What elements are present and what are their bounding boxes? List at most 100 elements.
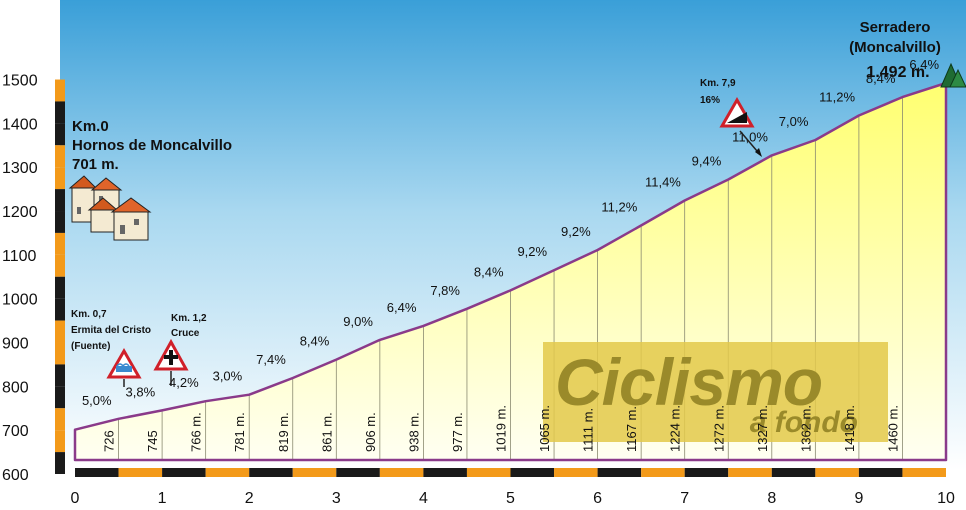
x-tick-label: 5 bbox=[506, 490, 515, 507]
y-axis-segment bbox=[55, 320, 65, 343]
fuente-note-label: (Fuente) bbox=[71, 341, 110, 352]
x-axis-bar bbox=[75, 468, 946, 477]
profile-line bbox=[73, 81, 948, 462]
x-axis-segment bbox=[815, 468, 859, 477]
y-axis-segment bbox=[55, 408, 65, 431]
x-axis-segment bbox=[902, 468, 946, 477]
y-tick-label: 1000 bbox=[2, 292, 38, 309]
y-tick-label: 1100 bbox=[2, 248, 37, 265]
altitude-label: 1418 m. bbox=[842, 405, 857, 452]
y-tick-label: 900 bbox=[2, 336, 29, 353]
y-axis-segment bbox=[55, 276, 65, 299]
x-axis-segment bbox=[771, 468, 816, 477]
x-tick-label: 7 bbox=[680, 490, 689, 507]
x-axis-segment bbox=[641, 468, 685, 477]
finish-name-label: Serradero bbox=[860, 19, 931, 36]
gradient-labels: 5,0% 3,8% 4,2% 3,0% 7,4% 8,4% 9,0% 6,4% 7,8% 8,4%… bbox=[82, 57, 940, 408]
cruce-km-label: Km. 1,2 bbox=[171, 313, 207, 324]
y-axis-segment bbox=[55, 430, 65, 453]
altitude-label: 938 m. bbox=[406, 412, 421, 452]
brand-line2: a fondo bbox=[750, 406, 858, 439]
x-tick-label: 4 bbox=[419, 490, 428, 507]
gradient-label: 9,2% bbox=[517, 244, 547, 259]
altitude-label: 1460 m. bbox=[885, 405, 900, 452]
x-tick-label: 3 bbox=[332, 490, 341, 507]
steep-slope-sign-icon bbox=[719, 96, 762, 157]
x-axis-segment bbox=[597, 468, 642, 477]
x-axis-segment bbox=[554, 468, 598, 477]
brand-box bbox=[543, 342, 888, 442]
gradient-label: 7,4% bbox=[256, 352, 286, 367]
finish-alt-label: 1.492 m. bbox=[866, 64, 929, 81]
altitude-labels: 726 745 766 m. 781 m. 819 m. 861 m. 906 m. 938 … bbox=[102, 405, 901, 452]
x-axis-segment bbox=[249, 468, 293, 477]
altitude-label: 977 m. bbox=[450, 412, 465, 452]
y-tick-label: 800 bbox=[2, 379, 29, 396]
altitude-label: 1111 m. bbox=[581, 408, 596, 452]
y-axis-segment bbox=[55, 145, 65, 168]
steep-km-label: Km. 7,9 bbox=[700, 78, 736, 89]
start-km-label: Km.0 bbox=[72, 118, 109, 135]
y-tick-label: 1300 bbox=[2, 160, 38, 177]
y-axis-bar bbox=[55, 79, 65, 474]
y-axis-segment bbox=[55, 167, 65, 190]
gradient-label: 8,4% bbox=[300, 334, 330, 349]
gradient-label: 9,0% bbox=[343, 314, 373, 329]
fuente-name-label: Ermita del Cristo bbox=[71, 325, 151, 336]
x-axis-segment bbox=[510, 468, 555, 477]
x-axis-segment bbox=[684, 468, 729, 477]
y-axis-segment bbox=[55, 189, 65, 212]
altitude-label: 781 m. bbox=[232, 412, 247, 452]
gradient-label: 8,4% bbox=[474, 264, 504, 279]
gradient-label: 11,4% bbox=[645, 175, 681, 190]
y-axis-segment bbox=[55, 101, 65, 124]
village-icon bbox=[68, 175, 152, 241]
y-axis-segment bbox=[55, 342, 65, 365]
y-axis-segment bbox=[55, 254, 65, 277]
x-axis-segment bbox=[118, 468, 163, 477]
altitude-label: 745 bbox=[145, 430, 160, 452]
y-tick-label: 600 bbox=[2, 467, 29, 484]
y-tick-label: 1400 bbox=[2, 116, 38, 133]
y-axis-segment bbox=[55, 79, 65, 102]
gradient-label: 11,2% bbox=[601, 199, 637, 214]
altitude-label: 1362 m. bbox=[798, 405, 813, 452]
gradient-label: 4,2% bbox=[169, 375, 199, 390]
gradient-label: 11,2% bbox=[819, 89, 855, 104]
x-tick-label: 0 bbox=[71, 490, 80, 507]
y-axis-segment bbox=[55, 123, 65, 146]
x-axis-segment bbox=[162, 468, 206, 477]
altitude-label: 1065 m. bbox=[537, 405, 552, 452]
crossroads-sign-icon bbox=[153, 338, 189, 386]
start-alt-label: 701 m. bbox=[72, 156, 119, 173]
y-tick-label: 1200 bbox=[2, 204, 38, 221]
water-fountain-sign-icon bbox=[106, 347, 142, 387]
fuente-km-label: Km. 0,7 bbox=[71, 309, 107, 320]
altitude-label: 906 m. bbox=[363, 412, 378, 452]
x-tick-labels: 0 1 2 3 4 5 6 7 8 9 10 bbox=[71, 490, 955, 507]
x-axis-segment bbox=[423, 468, 467, 477]
gradient-label: 9,2% bbox=[561, 224, 591, 239]
altitude-label: 1167 m. bbox=[624, 406, 639, 452]
steep-grade-label: 16% bbox=[700, 95, 720, 106]
x-tick-label: 9 bbox=[854, 490, 863, 507]
y-axis-segment bbox=[55, 452, 65, 474]
x-axis-segment bbox=[466, 468, 511, 477]
x-axis-segment bbox=[379, 468, 424, 477]
x-axis-segment bbox=[75, 468, 119, 477]
x-axis-segment bbox=[858, 468, 903, 477]
altitude-label: 861 m. bbox=[319, 412, 334, 452]
y-axis-segment bbox=[55, 232, 65, 255]
y-tick-labels: 600 700 800 900 1000 1100 1200 1300 1400 1500 bbox=[2, 73, 38, 484]
y-axis-segment bbox=[55, 211, 65, 233]
x-tick-label: 1 bbox=[158, 490, 167, 507]
gradient-label: 5,0% bbox=[82, 393, 112, 408]
cruce-name-label: Cruce bbox=[171, 328, 200, 339]
y-tick-label: 700 bbox=[2, 423, 29, 440]
x-axis-segment bbox=[292, 468, 337, 477]
altitude-label: 726 bbox=[102, 430, 117, 452]
altitude-label: 819 m. bbox=[276, 412, 291, 452]
